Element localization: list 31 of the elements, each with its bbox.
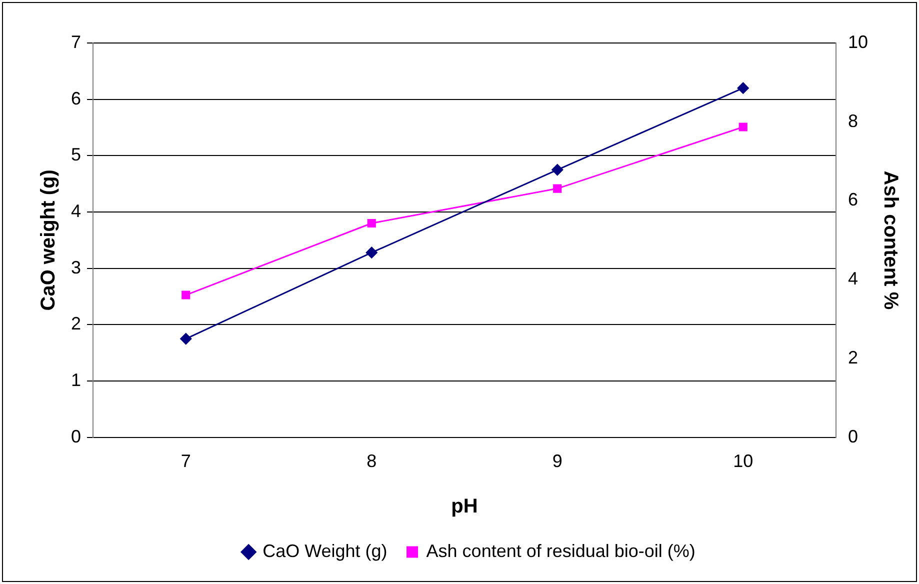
point (737, 82, 749, 94)
point (738, 122, 748, 132)
y-tick-label: 5 (70, 144, 82, 165)
y-tick-label: 7 (70, 32, 82, 52)
legend-label: Ash content of residual bio-oil (%) (426, 540, 696, 561)
y-tick-label: 3 (70, 257, 82, 278)
y-tick-label: 2 (70, 314, 82, 334)
point (552, 164, 564, 176)
point (367, 218, 376, 228)
y2-tick-label: 0 (848, 426, 858, 446)
point (182, 290, 190, 300)
y-tick-label: 4 (70, 200, 82, 221)
y-tick-label: 6 (70, 88, 82, 108)
x-tick-label: 10 (733, 451, 754, 472)
y2-tick-label: 4 (848, 268, 858, 289)
y-axis-title: CaO weight (g) (38, 170, 60, 311)
y2-tick-label: 6 (848, 190, 858, 210)
y2-axis-title: Ash content % (879, 170, 902, 310)
y-tick-label: 1 (70, 370, 82, 390)
point (180, 333, 192, 345)
point (366, 246, 378, 258)
x-tick-label: 9 (552, 451, 562, 472)
y2-tick-label: 8 (848, 110, 858, 131)
x-tick-label: 8 (366, 451, 377, 472)
x-axis-title: pH (451, 496, 478, 518)
legend-label: CaO Weight (g) (262, 540, 388, 561)
x-tick-label: 7 (180, 451, 191, 472)
y2-tick-label: 2 (848, 347, 858, 368)
point (553, 184, 562, 193)
y-tick-label: 0 (70, 426, 82, 446)
y2-tick-label: 10 (848, 32, 868, 52)
